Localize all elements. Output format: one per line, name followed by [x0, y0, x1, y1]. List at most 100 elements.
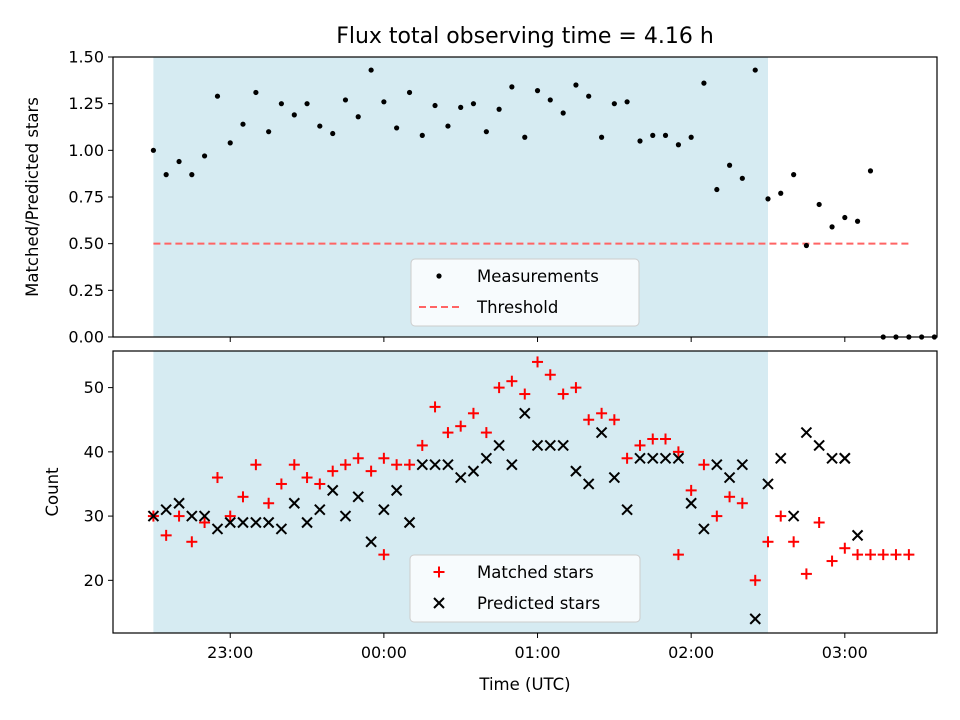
predicted-star-point — [480, 452, 493, 464]
measurement-point — [355, 114, 361, 120]
predicted-star-point — [775, 452, 787, 464]
matched-star-point — [173, 510, 185, 522]
top-y-tick-label: 1.50 — [68, 48, 104, 67]
measurement-point — [266, 129, 272, 135]
matched-star-point — [660, 433, 672, 445]
matched-star-point — [596, 407, 608, 419]
measurement-point — [368, 67, 374, 73]
x-axis-label: Time (UTC) — [478, 675, 570, 694]
top-axes-frame — [112, 56, 938, 338]
measurement-point — [624, 99, 630, 105]
matched-star-point — [250, 459, 262, 471]
matched-star-point — [903, 549, 915, 561]
predicted-stars-legend-label: Predicted stars — [477, 594, 600, 613]
matched-star-point — [378, 549, 390, 561]
bottom-y-tick-label: 50 — [84, 378, 104, 397]
measurement-point — [189, 172, 195, 178]
predicted-star-point — [813, 439, 825, 452]
top-y-tick-label: 0.00 — [68, 328, 104, 347]
measurement-point — [381, 99, 387, 105]
matched-star-point — [301, 472, 313, 484]
bottom-y-tick-label: 30 — [84, 507, 104, 526]
predicted-star-point — [493, 439, 505, 452]
matched-star-point — [391, 459, 403, 471]
matched-star-point — [736, 497, 748, 509]
predicted-star-point — [608, 471, 621, 484]
matched-star-point — [186, 536, 198, 548]
matched-star-point — [532, 356, 544, 368]
matched-star-point — [211, 472, 223, 484]
measurement-point — [176, 158, 182, 165]
matched-stars-legend-marker — [433, 566, 445, 578]
top-y-ticks: 0.00 0.25 0.50 0.75 1.00 1.25 1.50 — [68, 48, 113, 347]
measurement-point — [483, 129, 489, 135]
predicted-star-point — [275, 523, 288, 535]
bottom-x-ticks: 23:00 00:00 01:00 02:00 03:00 — [207, 633, 868, 662]
matched-star-point — [711, 510, 723, 522]
predicted-star-point — [800, 426, 813, 439]
matched-star-point — [404, 459, 416, 471]
predicted-star-point — [198, 510, 211, 522]
predicted-star-point — [544, 439, 556, 452]
predicted-star-point — [672, 452, 685, 464]
measurement-point — [522, 134, 528, 140]
predicted-star-point — [250, 516, 262, 529]
predicted-star-point — [570, 465, 582, 477]
matched-stars-points — [147, 356, 915, 586]
measurement-point — [765, 196, 771, 202]
matched-star-point — [608, 414, 620, 426]
predicted-stars-legend-marker — [433, 597, 445, 609]
predicted-stars-points — [147, 407, 864, 625]
top-y-tick-label: 1.25 — [68, 94, 104, 113]
matched-star-point — [698, 459, 710, 471]
measurement-point — [854, 218, 861, 224]
x-tick-label: 00:00 — [361, 643, 407, 662]
predicted-star-point — [685, 497, 697, 509]
matched-star-point — [762, 536, 774, 548]
predicted-star-point — [698, 523, 710, 535]
measurement-point — [432, 102, 438, 109]
x-tick-label: 01:00 — [514, 643, 560, 662]
predicted-star-point — [723, 471, 736, 484]
predicted-star-point — [173, 497, 185, 509]
x-tick-label: 03:00 — [822, 643, 868, 662]
predicted-star-point — [429, 458, 441, 471]
measurement-point — [598, 134, 605, 140]
matched-star-point — [467, 407, 479, 419]
measurement-point — [701, 80, 707, 86]
matched-star-point — [442, 427, 454, 439]
bottom-y-tick-label: 20 — [84, 571, 104, 590]
measurement-point — [227, 140, 233, 146]
matched-star-point — [672, 446, 684, 458]
predicted-star-point — [314, 503, 326, 516]
measurement-point — [534, 88, 541, 94]
matched-star-point — [506, 375, 518, 387]
predicted-star-point — [339, 510, 352, 522]
threshold-legend-label: Threshold — [476, 298, 558, 317]
matched-star-point — [288, 459, 300, 471]
predicted-star-point — [390, 484, 403, 497]
predicted-star-point — [403, 516, 416, 529]
top-y-tick-label: 0.25 — [68, 281, 104, 300]
matched-star-point — [160, 529, 172, 541]
chart-title: Flux total observing time = 4.16 h — [336, 24, 714, 49]
measurement-point — [496, 106, 502, 112]
predicted-star-point — [621, 503, 633, 516]
measurement-point — [253, 89, 259, 96]
predicted-star-point — [736, 458, 749, 471]
matched-star-point — [519, 388, 531, 400]
top-y-tick-label: 0.75 — [68, 188, 104, 207]
top-y-tick-label: 0.50 — [68, 234, 104, 253]
matched-star-point — [583, 414, 595, 426]
measurement-point — [816, 201, 822, 208]
predicted-star-point — [582, 478, 595, 490]
matched-star-point — [877, 549, 889, 561]
predicted-star-point — [762, 478, 774, 490]
measurement-point — [547, 97, 553, 103]
predicted-star-point — [160, 503, 172, 516]
matched-star-point — [378, 452, 390, 464]
predicted-star-point — [224, 516, 236, 529]
matched-star-point — [263, 497, 275, 509]
measurement-point — [611, 101, 617, 107]
top-y-tick-label: 1.00 — [68, 141, 104, 160]
